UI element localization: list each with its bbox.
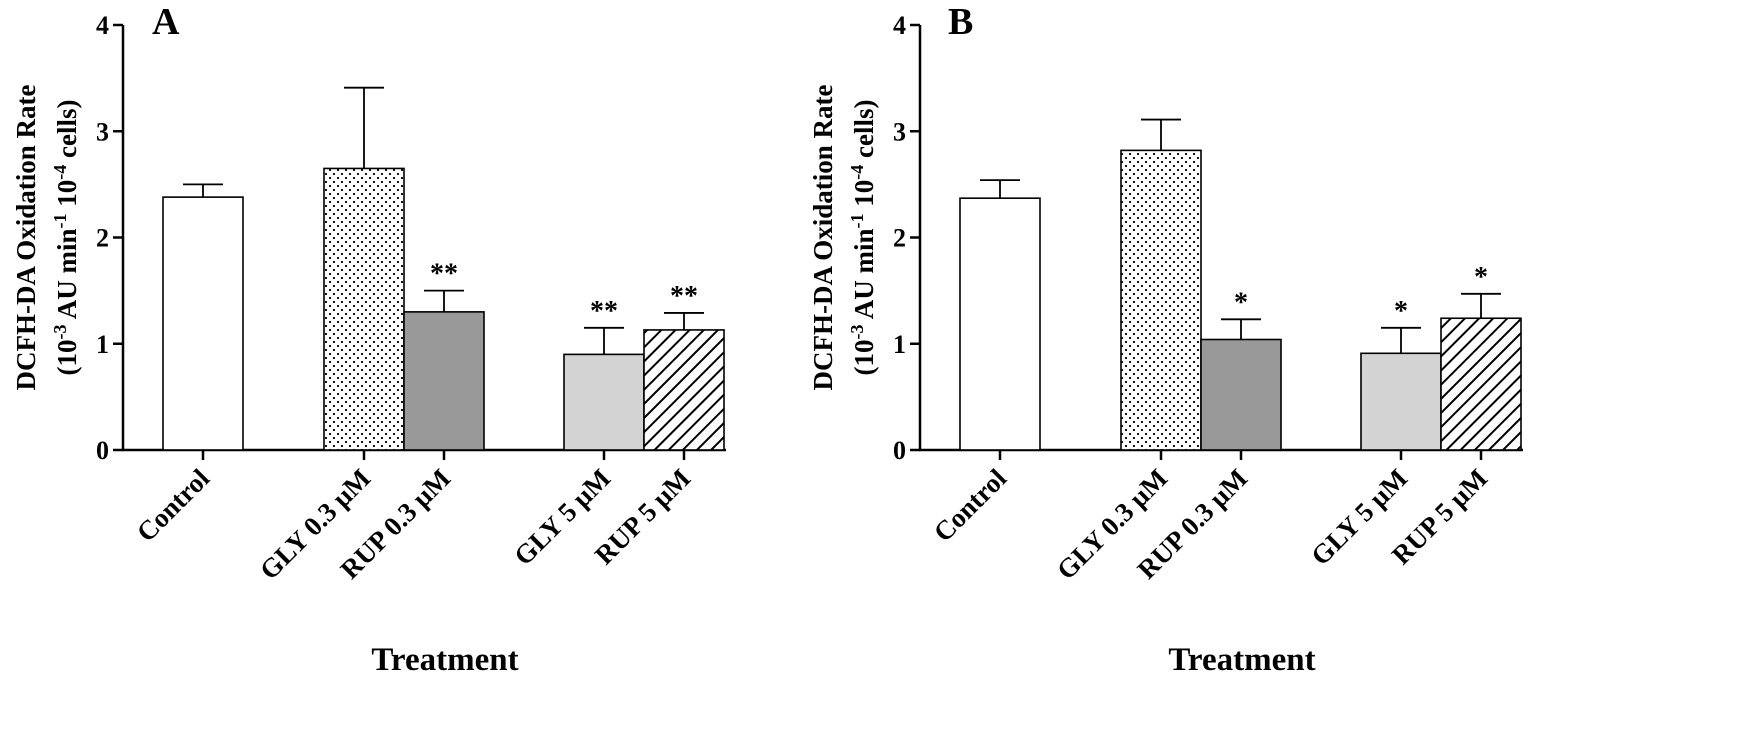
significance-mark: ** — [590, 296, 618, 327]
significance-mark: ** — [430, 259, 458, 290]
y-axis-title-line2: (10-3 AU min-1 10-4 cells) — [50, 99, 82, 375]
y-tick-label: 1 — [893, 330, 906, 359]
bar — [959, 197, 1041, 451]
y-tick-label: 0 — [893, 436, 906, 465]
x-axis-title: Treatment — [371, 642, 518, 678]
y-tick-label: 4 — [893, 11, 906, 40]
y-axis-title-segment: AU min — [52, 228, 82, 324]
bar — [162, 196, 244, 451]
x-tick-label: Control — [131, 463, 216, 548]
significance-mark: * — [1474, 262, 1488, 293]
y-tick-label: 3 — [96, 117, 109, 146]
y-axis-title-superscript: -4 — [50, 165, 70, 180]
y-axis-title-line1: DCFH-DA Oxidation Rate — [11, 84, 41, 390]
bar — [1120, 149, 1202, 451]
x-axis-title: Treatment — [1168, 642, 1315, 678]
y-tick-label: 2 — [893, 224, 906, 253]
bar — [323, 167, 405, 451]
bar — [563, 353, 645, 451]
y-axis-title-superscript: -3 — [50, 325, 70, 340]
significance-mark: * — [1394, 296, 1408, 327]
y-tick-label: 1 — [96, 330, 109, 359]
x-tick-label: Control — [928, 463, 1013, 548]
bar — [1200, 338, 1282, 451]
y-tick-label: 0 — [96, 436, 109, 465]
y-axis-title-segment: (10 — [52, 340, 82, 376]
y-axis-title-superscript: -1 — [50, 213, 70, 228]
bar — [1360, 352, 1442, 451]
bar — [643, 329, 725, 451]
y-axis-title-segment: 10 — [849, 180, 879, 214]
y-axis-title-segment: cells) — [849, 99, 879, 164]
y-tick-label: 4 — [96, 11, 109, 40]
y-axis-title-segment: cells) — [52, 99, 82, 164]
y-axis-title-segment: AU min — [849, 228, 879, 324]
significance-mark: * — [1234, 287, 1248, 318]
y-axis-title-superscript: -3 — [847, 325, 867, 340]
y-axis-title-superscript: -1 — [847, 213, 867, 228]
panel-label: A — [152, 1, 180, 43]
significance-mark: ** — [670, 281, 698, 312]
y-axis-title-line1: DCFH-DA Oxidation Rate — [808, 84, 838, 390]
y-tick-label: 2 — [96, 224, 109, 253]
y-axis-title-segment: 10 — [52, 180, 82, 214]
bar — [403, 311, 485, 451]
y-axis-title-line2: (10-3 AU min-1 10-4 cells) — [847, 99, 879, 375]
bar — [1440, 317, 1522, 451]
y-tick-label: 3 — [893, 117, 906, 146]
panel-label: B — [948, 1, 973, 43]
y-axis-title-superscript: -4 — [847, 165, 867, 180]
y-axis-title-segment: (10 — [849, 340, 879, 376]
